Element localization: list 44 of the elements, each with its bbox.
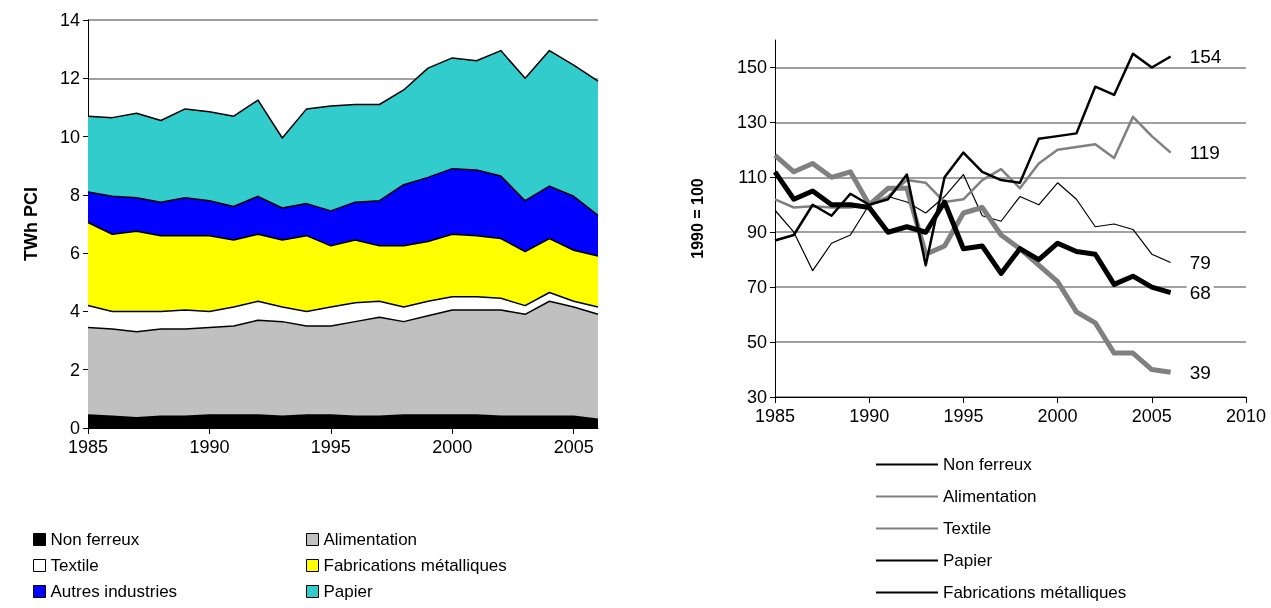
y-tick-label: 12 [59, 68, 80, 89]
x-tick-label: 1990 [849, 406, 890, 426]
y-tick-label: 90 [746, 222, 767, 243]
y-axis-title: 1990 = 100 [688, 178, 706, 259]
data-label: 68 [1189, 282, 1211, 304]
legend-label: Papier [323, 582, 373, 601]
legend-label: Alimentation [943, 487, 1037, 506]
y-axis-title: TWh PCI [21, 187, 41, 261]
data-label: 79 [1189, 251, 1211, 273]
data-label: 39 [1189, 361, 1211, 383]
y-tick-label: 2 [69, 359, 80, 380]
y-tick-label: 8 [69, 184, 80, 205]
legend-label: Papier [943, 551, 993, 570]
legend-label: Textile [943, 519, 992, 538]
legend-label: Non ferreux [50, 530, 140, 549]
legend-label: Textile [50, 556, 99, 575]
x-tick-label: 1995 [943, 406, 984, 426]
x-tick-label: 2000 [432, 437, 473, 457]
legend-label: Alimentation [323, 530, 418, 549]
legend-label: Autres industries [50, 582, 178, 601]
legend-label: Non ferreux [943, 455, 1033, 474]
x-tick-label: 2005 [1131, 406, 1172, 426]
y-tick-label: 0 [69, 418, 80, 438]
data-label: 154 [1189, 45, 1222, 67]
y-tick-label: 4 [69, 301, 80, 322]
y-tick-label: 130 [736, 112, 767, 133]
y-tick-label: 150 [736, 57, 767, 78]
y-tick-label: 70 [746, 277, 767, 298]
y-tick-label: 30 [746, 387, 767, 407]
x-tick-label: 2005 [553, 437, 594, 457]
x-tick-label: 1985 [754, 406, 796, 426]
y-tick-label: 110 [738, 167, 767, 188]
y-tick-label: 6 [69, 243, 80, 264]
y-tick-label: 10 [59, 126, 80, 147]
y-tick-label: 50 [746, 332, 767, 353]
legend-label: Fabrications métalliques [323, 556, 507, 575]
x-tick-label: 2010 [1225, 406, 1267, 426]
x-tick-label: 1985 [67, 437, 109, 457]
x-tick-label: 2000 [1037, 406, 1078, 426]
x-tick-label: 1995 [310, 437, 351, 457]
y-tick-label: 14 [59, 10, 80, 30]
legend-label: Fabrications métalliques [943, 583, 1127, 602]
x-tick-label: 1990 [189, 437, 230, 457]
data-label: 119 [1189, 142, 1220, 164]
